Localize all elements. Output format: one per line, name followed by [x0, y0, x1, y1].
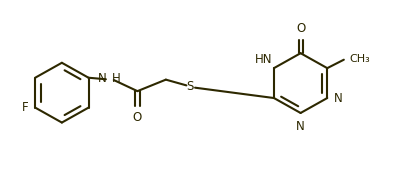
Text: O: O	[296, 22, 305, 35]
Text: HN: HN	[255, 53, 272, 66]
Text: O: O	[133, 111, 142, 124]
Text: N: N	[334, 91, 343, 105]
Text: H: H	[111, 72, 120, 85]
Text: CH₃: CH₃	[349, 54, 370, 64]
Text: N: N	[296, 120, 305, 133]
Text: F: F	[21, 101, 28, 114]
Text: N: N	[98, 72, 107, 85]
Text: S: S	[187, 80, 194, 93]
